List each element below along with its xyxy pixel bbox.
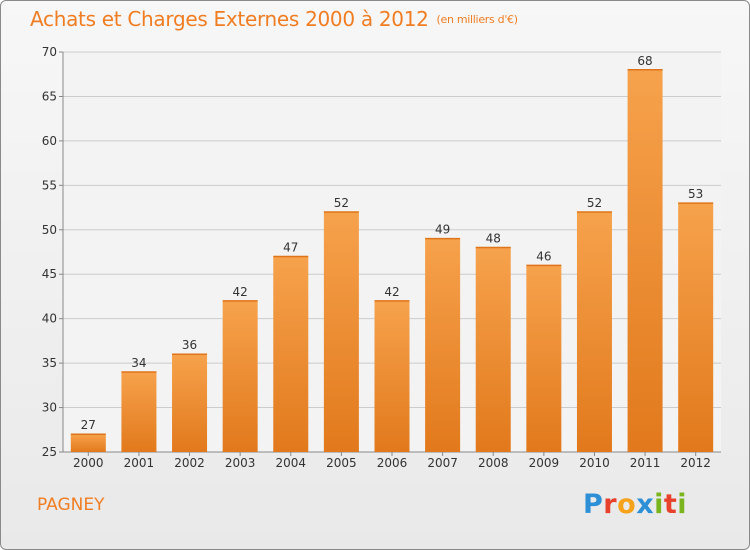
bar xyxy=(526,265,562,452)
data-label: 47 xyxy=(283,240,298,254)
data-label: 48 xyxy=(486,232,501,246)
bar xyxy=(323,212,359,452)
logo-letter: P xyxy=(583,489,604,520)
x-tick-label: 2011 xyxy=(630,456,661,470)
chart-title: Achats et Charges Externes 2000 à 2012 (e… xyxy=(30,7,518,31)
y-tick-label: 40 xyxy=(42,312,57,326)
x-tick-label: 2008 xyxy=(478,456,509,470)
y-tick-label: 70 xyxy=(42,45,57,59)
bar xyxy=(475,247,511,452)
data-label: 68 xyxy=(637,54,652,68)
x-tick-label: 2005 xyxy=(326,456,357,470)
logo-letter: i xyxy=(677,489,688,520)
x-tick-label: 2007 xyxy=(427,456,458,470)
bar xyxy=(70,434,106,452)
data-label: 52 xyxy=(587,196,602,210)
x-tick-label: 2002 xyxy=(174,456,205,470)
y-tick-label: 55 xyxy=(42,178,57,192)
y-tick-label: 45 xyxy=(42,267,57,281)
x-tick-label: 2001 xyxy=(124,456,155,470)
bar xyxy=(425,238,461,452)
chart-unit: (en milliers d'€) xyxy=(436,13,518,26)
bar xyxy=(222,300,258,452)
y-tick-label: 65 xyxy=(42,89,57,103)
data-label: 49 xyxy=(435,223,450,237)
data-label: 34 xyxy=(131,356,146,370)
y-tick-label: 60 xyxy=(42,134,57,148)
bar xyxy=(121,372,157,452)
y-tick-label: 50 xyxy=(42,223,57,237)
bar xyxy=(576,212,612,452)
proxiti-logo[interactable]: Proxiti xyxy=(583,489,687,520)
y-tick-label: 35 xyxy=(42,356,57,370)
bar xyxy=(374,300,410,452)
logo-letter: x xyxy=(636,489,655,520)
bar xyxy=(273,256,309,452)
data-label: 52 xyxy=(334,196,349,210)
chart-title-text: Achats et Charges Externes 2000 à 2012 xyxy=(30,7,429,31)
x-tick-label: 2006 xyxy=(377,456,408,470)
x-tick-label: 2010 xyxy=(579,456,610,470)
commune-name: PAGNEY xyxy=(37,495,105,515)
x-tick-label: 2012 xyxy=(680,456,711,470)
data-label: 27 xyxy=(81,418,96,432)
x-tick-label: 2003 xyxy=(225,456,256,470)
data-label: 36 xyxy=(182,338,197,352)
y-tick-label: 30 xyxy=(42,401,57,415)
x-tick-label: 2009 xyxy=(529,456,560,470)
y-tick-label: 25 xyxy=(42,445,57,459)
logo-letter: i xyxy=(654,489,664,520)
bar xyxy=(627,69,663,453)
logo-letter: t xyxy=(663,489,678,520)
x-tick-label: 2004 xyxy=(275,456,306,470)
data-label: 53 xyxy=(688,187,703,201)
data-label: 42 xyxy=(233,285,248,299)
bar xyxy=(678,203,714,452)
x-tick-label: 2000 xyxy=(73,456,104,470)
logo-letter: r xyxy=(603,489,618,520)
bar xyxy=(172,354,208,452)
logo-letter: o xyxy=(617,489,637,520)
data-label: 46 xyxy=(536,249,551,263)
data-label: 42 xyxy=(384,285,399,299)
